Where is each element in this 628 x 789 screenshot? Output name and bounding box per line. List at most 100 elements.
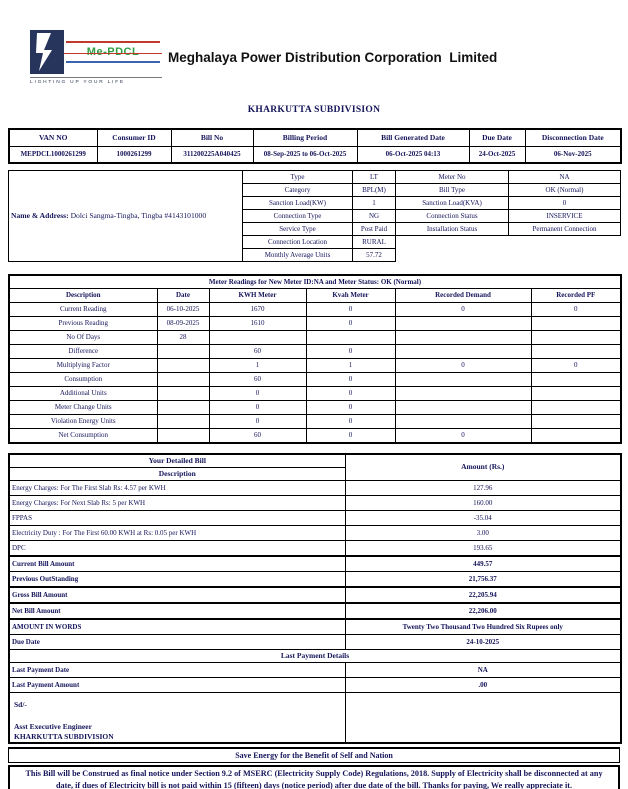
bill-row-amount: 3.00	[344, 525, 622, 541]
bill-row-label: AMOUNT IN WORDS	[8, 618, 346, 635]
meter-cell: Multiplying Factor	[8, 358, 158, 373]
summary-header-cell: Consumer ID	[96, 128, 172, 147]
empty-cell	[396, 236, 509, 249]
description-header: Description	[8, 467, 346, 481]
logo-top: Me-PDCL	[30, 30, 162, 74]
signature-designation: Asst Executive Engineer	[14, 722, 92, 732]
save-energy-banner: Save Energy for the Benefit of Self and …	[8, 747, 620, 764]
detailed-bill-title: Your Detailed Bill	[8, 453, 346, 468]
meter-header-cell: Date	[156, 288, 210, 303]
meter-cell: No Of Days	[8, 330, 158, 345]
empty-cell	[396, 249, 509, 262]
bill-row: Energy Charges: For The First Slab Rs: 4…	[8, 480, 622, 496]
bill-row-amount: 127.96	[344, 480, 622, 496]
info-label-cell: Category	[242, 183, 353, 197]
last-payment-row: Last Payment Date NA	[8, 662, 622, 678]
bill-summary-table: VAN NO Consumer ID Bill No Billing Period Bi…	[8, 128, 622, 164]
logo-wordmark: Me-PDCL	[64, 30, 162, 74]
meter-reading-row: Net Consumption 60 0 0	[8, 428, 622, 444]
amount-header: Amount (Rs.)	[344, 453, 622, 481]
info-label-cell: Connection Status	[395, 209, 509, 223]
meter-cell	[394, 316, 532, 331]
bill-row-label: Energy Charges: For The First Slab Rs: 4…	[8, 480, 346, 496]
info-value-cell: 1	[352, 196, 396, 210]
bill-row: Current Bill Amount 449.57	[8, 555, 622, 572]
bill-row-label: Net Bill Amount	[8, 602, 346, 620]
meter-cell: 0	[305, 372, 396, 387]
meter-cell: 0	[394, 358, 532, 373]
meter-cell	[394, 372, 532, 387]
meter-cell	[156, 428, 210, 444]
info-label-cell: Bill Type	[395, 183, 509, 197]
info-value-cell: NA	[508, 170, 621, 184]
meter-cell: 28	[156, 330, 210, 345]
info-value-cell: 57.72	[352, 248, 396, 262]
info-value-cell: RURAL	[352, 235, 396, 249]
bill-row-amount: 22,205.94	[344, 586, 622, 604]
meter-cell: 1670	[208, 302, 307, 317]
meter-cell: Current Reading	[8, 302, 158, 317]
meter-cell	[156, 344, 210, 359]
summary-value-cell: 08-Sep-2025 to 06-Oct-2025	[252, 146, 358, 164]
meter-readings-table: Meter Readings for New Meter ID:NA and M…	[8, 274, 623, 444]
info-value-cell: LT	[352, 170, 396, 184]
meter-cell	[156, 358, 210, 373]
info-value-cell: Post Paid	[352, 222, 396, 236]
info-label-cell: Service Type	[242, 222, 353, 236]
meter-reading-row: Consumption 60 0	[8, 372, 622, 387]
meter-cell: 60	[208, 428, 307, 444]
info-label-cell: Meter No	[395, 170, 509, 184]
bill-row-amount: 193.65	[344, 540, 622, 557]
bill-row-amount: 160.00	[344, 495, 622, 511]
meter-cell	[156, 414, 210, 429]
meter-cell: Consumption	[8, 372, 158, 387]
bill-row-amount: -35.04	[344, 510, 622, 526]
bill-row-label: Energy Charges: For Next Slab Rs: 5 per …	[8, 495, 346, 511]
bill-row-amount: 24-10-2025	[344, 634, 622, 650]
meter-cell: Additional Units	[8, 386, 158, 401]
meter-header-cell: Recorded Demand	[394, 288, 532, 303]
meter-cell	[530, 428, 622, 444]
bill-row-amount: 21,756.37	[344, 571, 622, 588]
meter-cell: 60	[208, 344, 307, 359]
meter-cell: 1610	[208, 316, 307, 331]
name-address-label: Name & Address:	[11, 210, 71, 220]
meter-cell: 0	[208, 400, 307, 415]
meter-cell: Difference	[8, 344, 158, 359]
meter-cell	[156, 386, 210, 401]
bill-row: Previous OutStanding 21,756.37	[8, 571, 622, 588]
meter-reading-row: Difference 60 0	[8, 344, 622, 359]
summary-header-cell: Bill No	[170, 128, 254, 147]
meter-cell: 0	[305, 316, 396, 331]
summary-header-cell: Bill Generated Date	[356, 128, 470, 147]
summary-header-cell: Billing Period	[252, 128, 358, 147]
info-value-cell: 0	[508, 196, 621, 210]
meter-cell: 0	[305, 344, 396, 359]
summary-value-cell: 311200225A040425	[170, 146, 254, 164]
meter-cell: 0	[305, 428, 396, 444]
info-label-cell: Installation Status	[395, 222, 509, 236]
info-value-cell: NG	[352, 209, 396, 223]
meter-cell: 06-10-2025	[156, 302, 210, 317]
meter-cell	[305, 330, 396, 345]
meter-cell: 08-09-2025	[156, 316, 210, 331]
meter-cell	[530, 414, 622, 429]
meter-cell: 0	[394, 428, 532, 444]
meter-header-cell: Recorded PF	[530, 288, 622, 303]
meter-cell: Violation Energy Units	[8, 414, 158, 429]
bill-row-label: Due Date	[8, 634, 346, 650]
signature-gap	[14, 710, 344, 722]
info-value-cell: OK (Normal)	[508, 183, 621, 197]
meter-reading-row: Current Reading 06-10-2025 1670 0 0 0	[8, 302, 622, 317]
meter-reading-row: Meter Change Units 0 0	[8, 400, 622, 415]
signature-office: KHARKUTTA SUBDIVISION	[14, 732, 114, 742]
meter-reading-row: Additional Units 0 0	[8, 386, 622, 401]
info-value-cell: INSERVICE	[508, 209, 621, 223]
meter-cell: 0	[305, 386, 396, 401]
detailed-bill-table: Your Detailed Bill Amount (Rs.) Descriptio…	[8, 453, 622, 745]
meter-cell	[156, 400, 210, 415]
info-label-cell: Sanction Load(KVA)	[395, 196, 509, 210]
bill-row: Gross Bill Amount 22,205.94	[8, 586, 622, 604]
meter-cell: 0	[208, 386, 307, 401]
